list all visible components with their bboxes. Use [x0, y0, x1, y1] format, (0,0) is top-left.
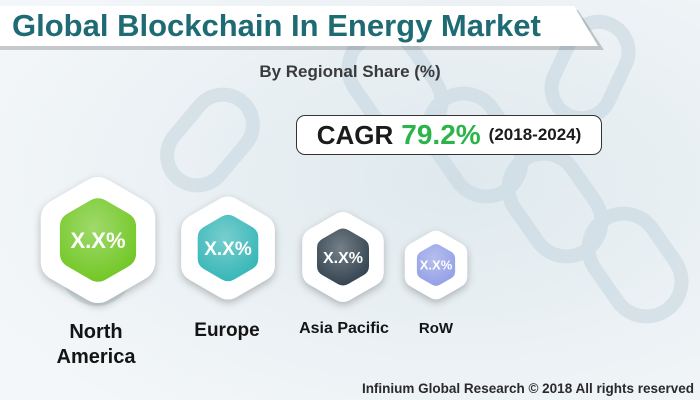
hexagon-north-america: X.X%: [40, 176, 156, 304]
value-label-north-america: X.X%: [70, 228, 125, 253]
cagr-label: CAGR: [316, 119, 394, 150]
hexagon-gloss-north-america: [59, 198, 137, 282]
hexagon-gloss-row: [416, 244, 456, 286]
page-title: Global Blockchain In Energy Market: [12, 8, 541, 43]
region-label-asia-pacific: Asia Pacific: [299, 320, 389, 337]
value-label-row: X.X%: [420, 258, 453, 273]
chart-subtitle: By Regional Share (%): [259, 62, 441, 81]
region-label-row: RoW: [418, 320, 454, 337]
region-label-north-america: North America: [56, 321, 136, 368]
cagr-box: CAGR 79.2% (2018-2024): [296, 115, 602, 155]
copyright-footer: Infinium Global Research © 2018 All righ…: [361, 381, 694, 396]
value-label-asia-pacific: X.X%: [323, 250, 363, 267]
value-label-europe: X.X%: [204, 239, 252, 260]
hexagon-gloss-europe: [197, 214, 259, 282]
hexagon-europe: X.X%: [181, 196, 275, 300]
hexagon-asia-pacific: X.X%: [302, 212, 384, 302]
hexagon-row: X.X%: [404, 230, 468, 300]
title-banner: [0, 6, 598, 46]
hexagon-gloss-asia-pacific: [317, 228, 369, 286]
cagr-value: 79.2%: [401, 119, 481, 150]
region-label-europe: Europe: [194, 320, 260, 341]
cagr-period: (2018-2024): [488, 125, 582, 144]
